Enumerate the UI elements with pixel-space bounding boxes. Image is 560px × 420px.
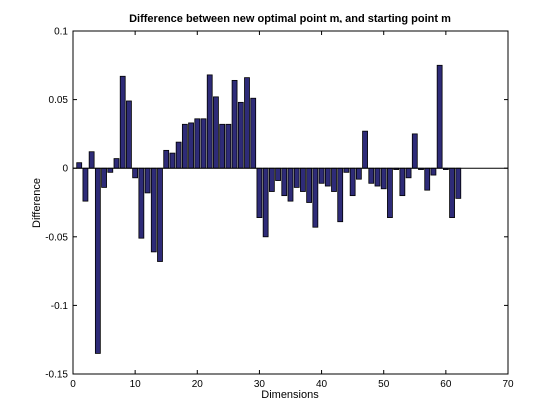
bar [133, 168, 138, 178]
bar [363, 131, 368, 168]
bar [120, 76, 125, 168]
bar [313, 168, 318, 227]
y-tick-label: 0.1 [54, 27, 68, 38]
y-tick-label: -0.05 [45, 232, 68, 243]
bar [319, 168, 324, 183]
bar [126, 101, 131, 168]
bar [232, 80, 237, 168]
bar [77, 163, 82, 168]
bar [114, 159, 119, 169]
bar [325, 168, 330, 186]
bar [220, 124, 225, 168]
bar [95, 168, 100, 353]
y-tick-label: -0.15 [45, 370, 68, 381]
bar [350, 168, 355, 195]
bar [213, 97, 218, 168]
bar [251, 98, 256, 168]
chart-title-main: Difference between new optimal point m [129, 13, 339, 25]
bar [375, 168, 380, 186]
bar [139, 168, 144, 238]
bar [294, 168, 299, 187]
bar [400, 168, 405, 195]
bar [182, 124, 187, 168]
bar [300, 168, 305, 191]
x-axis-label: Dimensions [261, 389, 319, 401]
chart-title: Difference between new optimal point m* … [129, 13, 451, 27]
y-axis-label: Difference [31, 178, 43, 228]
bar [226, 124, 231, 168]
bar [83, 168, 88, 201]
bar [189, 123, 194, 168]
bar [282, 168, 287, 195]
bar [158, 168, 163, 261]
x-tick-label: 60 [440, 379, 452, 390]
bar [145, 168, 150, 193]
bar [238, 102, 243, 168]
bar [431, 168, 436, 175]
bar [108, 168, 113, 172]
x-tick-label: 20 [192, 379, 204, 390]
bar [437, 65, 442, 168]
bar [307, 168, 312, 202]
bar [257, 168, 262, 217]
x-tick-label: 10 [130, 379, 142, 390]
bar [387, 168, 392, 217]
bar [89, 152, 94, 168]
bar [356, 168, 361, 179]
x-tick-label: 70 [502, 379, 514, 390]
bar [207, 75, 212, 168]
bar [269, 168, 274, 191]
bar [381, 168, 386, 189]
bar [201, 119, 206, 168]
bar [151, 168, 156, 252]
bar [263, 168, 268, 237]
bar [406, 168, 411, 178]
bar [338, 168, 343, 222]
bar [245, 78, 250, 169]
bar [332, 168, 337, 191]
bar [288, 168, 293, 201]
bar [450, 168, 455, 217]
bar [276, 168, 281, 180]
x-tick-label: 0 [70, 379, 76, 390]
x-tick-label: 50 [378, 379, 390, 390]
bar [176, 142, 181, 168]
bar [456, 168, 461, 198]
bar [170, 153, 175, 168]
chart-title-rest: and starting point m [342, 13, 451, 25]
bar [102, 168, 107, 187]
bar [369, 168, 374, 183]
bar [195, 119, 200, 168]
bar [425, 168, 430, 190]
y-tick-label: 0 [62, 164, 68, 175]
bar [164, 150, 169, 168]
y-tick-label: -0.1 [51, 301, 69, 312]
y-tick-label: 0.05 [49, 95, 69, 106]
plot-background [73, 31, 508, 374]
bar [344, 168, 349, 172]
bar [412, 134, 417, 168]
